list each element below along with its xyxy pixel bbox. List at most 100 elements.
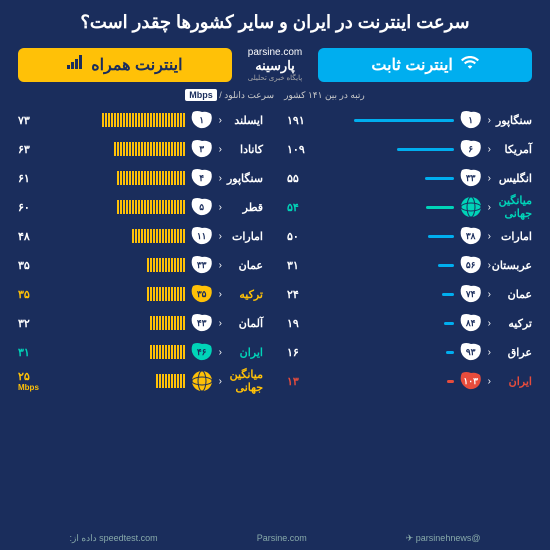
wifi-icon — [461, 55, 479, 74]
country-label: سنگاپور — [227, 172, 263, 185]
bar-area — [316, 264, 454, 267]
subhead-unit: Mbps — [185, 89, 217, 101]
chevron-icon: ‹ — [488, 115, 491, 126]
country-label: کانادا — [227, 143, 263, 156]
rank-shape: ۱۰۳ — [459, 371, 483, 391]
bar — [150, 316, 185, 330]
fixed-row: سنگاپور ‹ ۱ ۱۹۱ — [287, 109, 532, 131]
chevron-icon: ‹ — [219, 347, 222, 358]
value-label: ۱۹ — [287, 317, 311, 330]
country-label: عراق — [496, 346, 532, 359]
subhead-unit-label: سرعت دانلود / — [219, 90, 274, 100]
chevron-icon: ‹ — [219, 260, 222, 271]
rank-shape — [459, 197, 483, 217]
value-label: ۱۳ — [287, 375, 311, 388]
value-label: ۶۰ — [18, 201, 42, 214]
bar — [425, 177, 454, 180]
country-label: عمان — [227, 259, 263, 272]
rank-shape: ۵۶ — [459, 255, 483, 275]
bar — [428, 235, 454, 238]
country-label: ایران — [496, 375, 532, 388]
value-label: ۱۹۱ — [287, 114, 311, 127]
page-title: سرعت اینترنت در ایران و سایر کشورها چقدر… — [18, 12, 532, 33]
mobile-row: کانادا‹۳۶۳ — [18, 138, 263, 160]
chevron-icon: ‹ — [219, 231, 222, 242]
footer-site: Parsine.com — [257, 533, 307, 544]
bar-area — [316, 380, 454, 383]
chevron-icon: ‹ — [488, 202, 491, 213]
chevron-icon: ‹ — [488, 260, 491, 271]
chevron-icon: ‹ — [219, 173, 222, 184]
bar-area — [47, 113, 185, 127]
country-label: ایران — [227, 346, 263, 359]
bar — [397, 148, 454, 151]
mobile-row: قطر ‹ ۵ ۶۰ — [18, 196, 263, 218]
chevron-icon: ‹ — [219, 289, 222, 300]
rank-shape: ۴۳ — [190, 313, 214, 333]
value-label: ۳۵ — [18, 259, 42, 272]
chevron-icon: ‹ — [488, 376, 491, 387]
mobile-row: عمان‹۳۳۳۵ — [18, 254, 263, 276]
country-label: آلمان — [227, 317, 263, 330]
bar-area — [316, 322, 454, 325]
value-label: ۵۰ — [287, 230, 311, 243]
rank-shape: ۷۴ — [459, 284, 483, 304]
bar-area — [47, 287, 185, 301]
bar — [442, 293, 454, 296]
value-label: ۵۴ — [287, 201, 311, 214]
bar-area — [316, 177, 454, 180]
bar — [447, 380, 454, 383]
fixed-row: عربستان‹۵۶۳۱ — [287, 254, 532, 276]
footer-handle: @parsinehnews ✈ — [406, 533, 481, 544]
bar-area — [316, 293, 454, 296]
rank-shape — [190, 371, 214, 391]
country-label: ایسلند — [227, 114, 263, 127]
logo-main: پارسینه — [248, 58, 302, 74]
country-label: امارات — [496, 230, 532, 243]
chevron-icon: ‹ — [488, 289, 491, 300]
country-label: میانگین جهانی — [496, 194, 532, 220]
rank-shape: ۴ — [190, 168, 214, 188]
fixed-row: عمان ‹ ۷۴ ۲۴ — [287, 283, 532, 305]
value-label: ۱۰۹ — [287, 143, 311, 156]
rank-shape: ۶ — [459, 139, 483, 159]
country-label: قطر — [227, 201, 263, 214]
bar — [102, 113, 185, 127]
logo: parsine.com پارسینه پایگاه خبری تحلیلی — [248, 47, 302, 82]
rank-shape: ۱ — [459, 110, 483, 130]
mobile-row: ایران ‹ ۴۶ ۳۱ — [18, 341, 263, 363]
header-mobile-label: اینترنت همراه — [91, 55, 182, 75]
rank-shape: ۴۶ — [190, 342, 214, 362]
value-label: ۲۴ — [287, 288, 311, 301]
chevron-icon: ‹ — [219, 202, 222, 213]
chevron-icon: ‹ — [219, 376, 222, 387]
rank-shape: ۳۵ — [190, 284, 214, 304]
logo-domain: parsine.com — [248, 47, 302, 58]
bar — [354, 119, 454, 122]
bar — [117, 171, 185, 185]
country-label: عمان — [496, 288, 532, 301]
rank-shape: ۵ — [190, 197, 214, 217]
bar-area — [47, 171, 185, 185]
bar-area — [47, 345, 185, 359]
bar — [156, 374, 185, 388]
country-label: ترکیه — [496, 317, 532, 330]
rank-shape: ۱ — [190, 110, 214, 130]
country-label: آمریکا — [496, 143, 532, 156]
mobile-row: امارات‹۱۱۴۸ — [18, 225, 263, 247]
value-label: ۶۱ — [18, 172, 42, 185]
chevron-icon: ‹ — [219, 144, 222, 155]
header-mobile: اینترنت همراه — [18, 48, 232, 82]
rank-shape: ۹۳ — [459, 342, 483, 362]
bar-area — [47, 258, 185, 272]
rank-shape: ۸۴ — [459, 313, 483, 333]
mobile-row: میانگین جهانی‹۲۵Mbps — [18, 370, 263, 392]
bar-area — [47, 374, 185, 388]
bar-area — [316, 235, 454, 238]
country-label: عربستان — [496, 259, 532, 272]
country-label: سنگاپور — [496, 114, 532, 127]
fixed-row: میانگین جهانی ‹ ۵۴ — [287, 196, 532, 218]
bar — [132, 229, 185, 243]
value-label: ۳۲ — [18, 317, 42, 330]
value-label: ۳۱ — [18, 346, 42, 359]
